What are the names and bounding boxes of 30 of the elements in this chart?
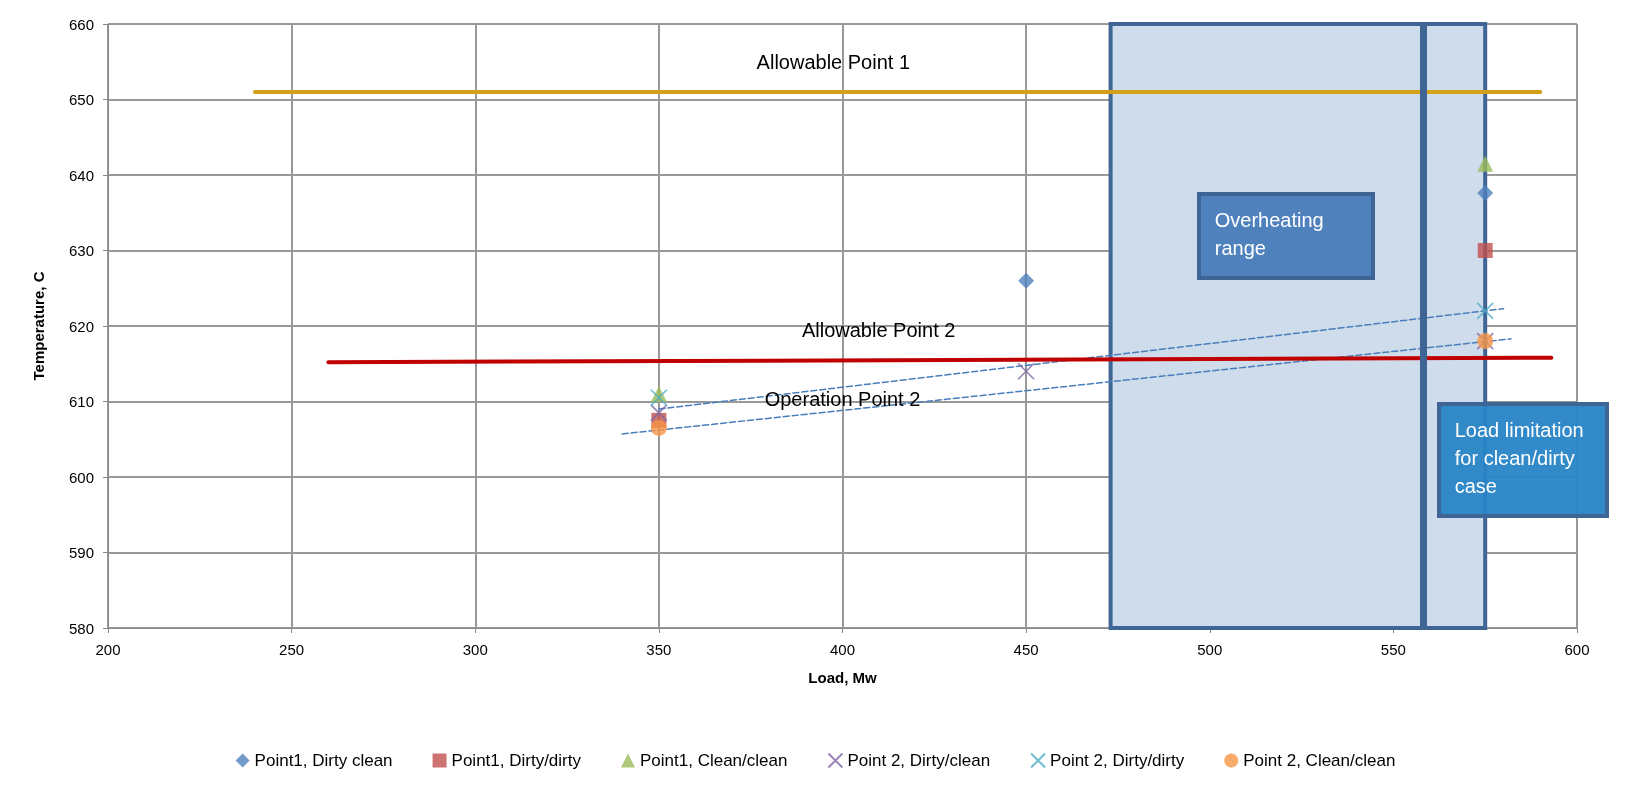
y-axis-title: Temperature, C [30,271,47,381]
y-tick-label: 610 [68,393,94,410]
y-tick-label: 650 [68,91,94,108]
y-tick-label: 600 [68,468,94,486]
x-tick-label: 600 [1564,641,1590,658]
y-tick-label: 590 [68,544,94,561]
text-box: Load limitation for clean/dirty case [1436,402,1609,518]
series-label: Allowable Point 2 [801,319,956,342]
y-tick-label: 580 [68,619,94,637]
text-box: Overheating range [1196,192,1375,280]
legend-label: Point1, Clean/clean [639,751,788,770]
y-tick-label: 640 [68,166,94,184]
x-tick-label: 550 [1380,641,1406,658]
x-tick-label: 450 [1013,641,1039,658]
legend-label: Point 2, Dirty/clean [847,751,991,770]
legend-label: Point1, Dirty clean [254,751,393,770]
legend-label: Point 2, Clean/clean [1243,751,1396,770]
legend-label: Point 2, Dirty/dirty [1050,751,1185,770]
x-tick-label: 400 [829,641,856,658]
x-tick-label: 200 [95,641,121,658]
x-tick-label: 500 [1197,641,1223,658]
x-tick-label: 300 [462,641,488,658]
series-label: Allowable Point 1 [756,50,911,73]
x-tick-label: 350 [646,641,672,658]
x-axis-title: Load, Mw [808,669,877,686]
y-tick-label: 630 [68,242,94,259]
y-tick-label: 620 [68,317,94,335]
x-tick-label: 250 [279,641,305,658]
legend-label: Point1, Dirty/dirty [451,751,582,770]
y-tick-label: 660 [68,15,94,33]
